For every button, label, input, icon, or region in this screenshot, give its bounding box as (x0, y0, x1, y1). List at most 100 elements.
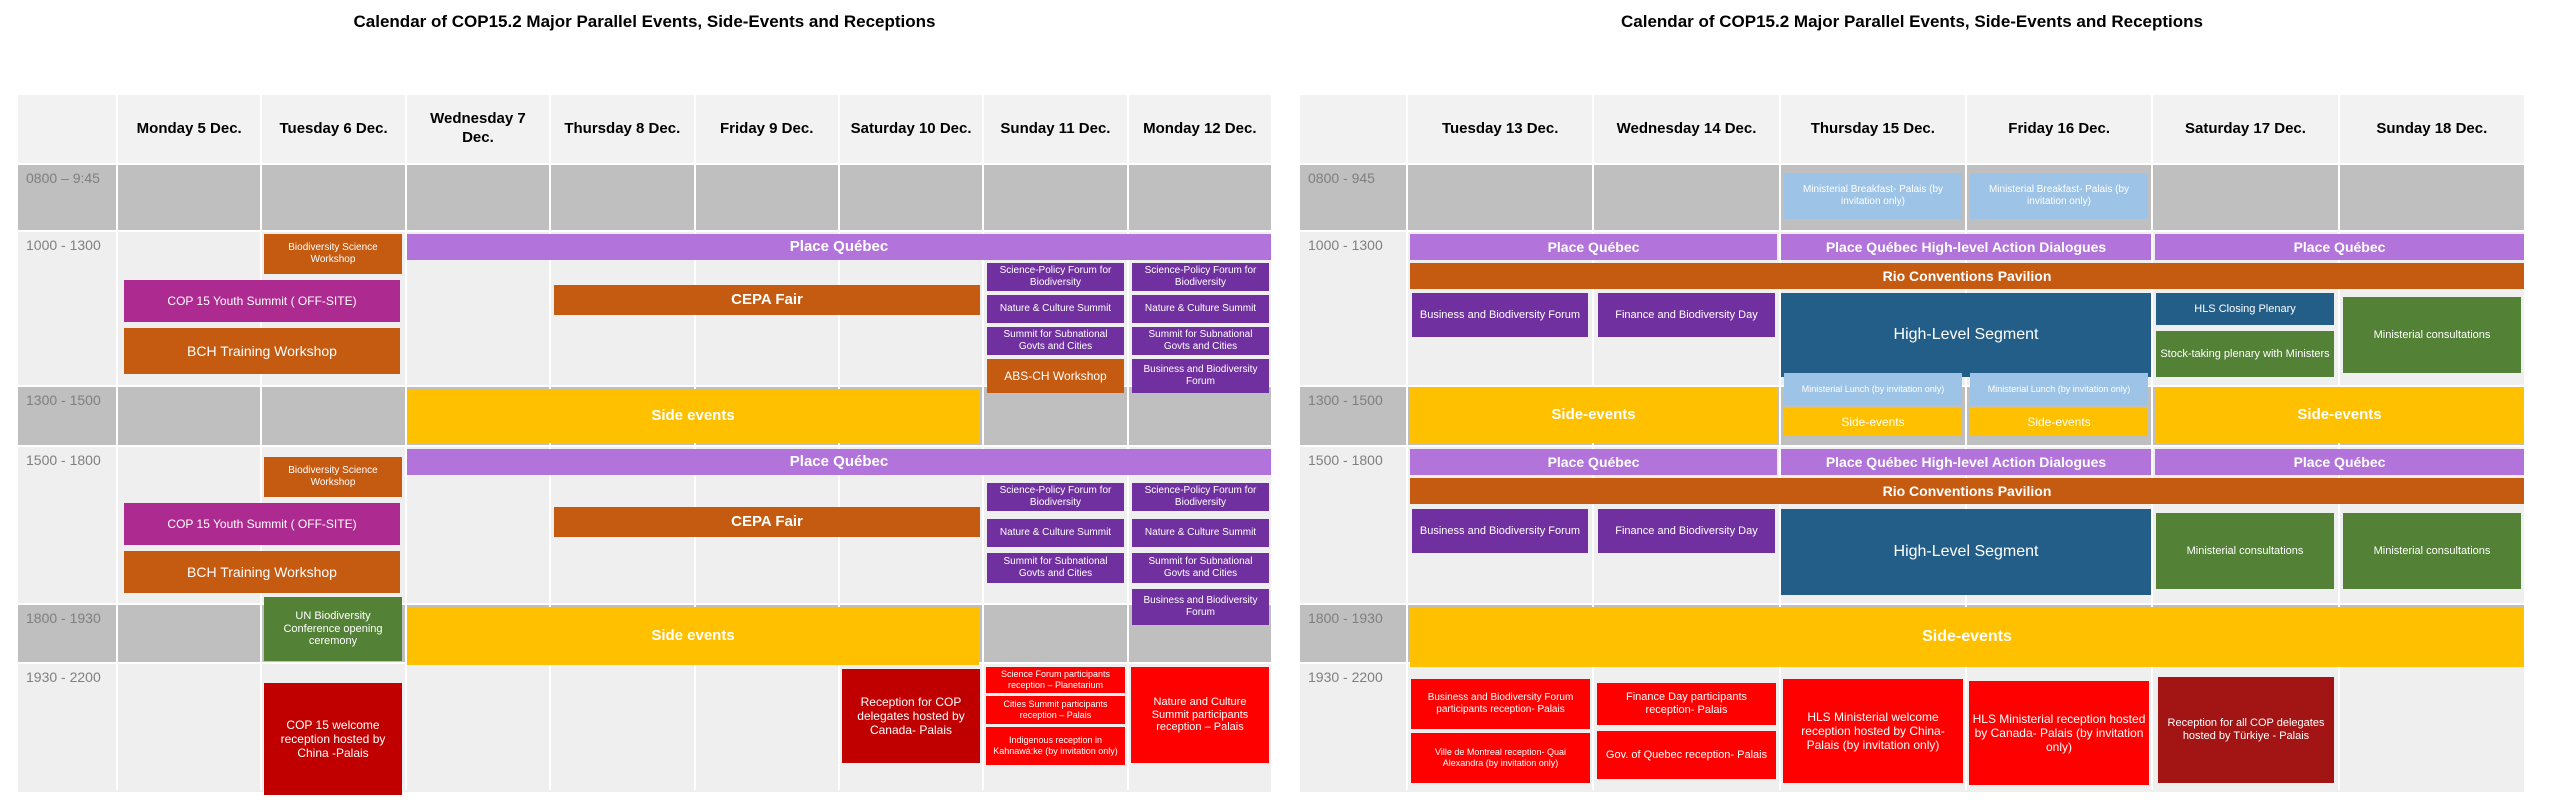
event-china-welcome-reception: COP 15 welcome reception hosted by China… (264, 683, 402, 795)
time-row: 0800 – 9:45 (18, 165, 1271, 230)
time-label: 0800 – 9:45 (26, 170, 100, 186)
event-subnational-summit: Summit for Subnational Govts and Cities (987, 553, 1124, 583)
day-header: Saturday 17 Dec. (2153, 95, 2338, 163)
corner-cell (18, 95, 116, 163)
left-header-row: Monday 5 Dec. Tuesday 6 Dec. Wednesday 7… (18, 95, 1271, 163)
column-divider (116, 165, 118, 790)
time-label: 1930 - 2200 (26, 669, 101, 685)
event-side-events: Side-events (1410, 387, 1777, 443)
event-ministerial-consultations: Ministerial consultations (2156, 513, 2334, 589)
event-rio-conventions-pavilion: Rio Conventions Pavilion (1410, 478, 2524, 504)
left-events-overlay: Place Québec Biodiversity Science Worksh… (18, 95, 1271, 795)
day-header: Saturday 10 Dec. (839, 95, 983, 163)
event-nature-culture-summit: Nature & Culture Summit (1132, 519, 1269, 547)
right-events-overlay: Ministerial Breakfast- Palais (by invita… (1300, 95, 2524, 790)
time-label: 0800 - 945 (1308, 170, 1375, 186)
event-ministerial-lunch: Ministerial Lunch (by invitation only) (1784, 373, 1962, 405)
event-rio-conventions-pavilion: Rio Conventions Pavilion (1410, 263, 2524, 289)
day-header: Friday 16 Dec. (1966, 95, 2152, 163)
event-nature-culture-summit: Nature & Culture Summit (1132, 295, 1269, 323)
left-calendar-table: Monday 5 Dec. Tuesday 6 Dec. Wednesday 7… (18, 95, 1271, 795)
event-nature-culture-summit: Nature & Culture Summit (987, 519, 1124, 547)
column-divider (1965, 165, 1967, 790)
event-side-events: Side-events (1410, 607, 2524, 667)
event-finance-day-reception: Finance Day participants reception- Pala… (1597, 683, 1776, 725)
event-ministerial-consultations: Ministerial consultations (2343, 297, 2521, 373)
column-divider (1779, 165, 1781, 790)
event-side-events: Side-events (2155, 387, 2524, 443)
event-hls-china-reception: HLS Ministerial welcome reception hosted… (1783, 679, 1963, 783)
event-pq-high-level-dialogues: Place Québec High-level Action Dialogues (1781, 449, 2151, 475)
event-finance-biodiversity-day: Finance and Biodiversity Day (1598, 293, 1775, 337)
day-header: Thursday 8 Dec. (551, 95, 694, 163)
day-header: Monday 5 Dec. (118, 95, 261, 163)
event-biodiversity-science-workshop: Biodiversity Science Workshop (264, 457, 402, 497)
event-cepa-fair: CEPA Fair (554, 285, 980, 315)
column-divider (549, 165, 551, 790)
column-divider (1406, 165, 1408, 790)
day-header: Tuesday 13 Dec. (1408, 95, 1593, 163)
event-place-quebec: Place Québec (407, 234, 1271, 260)
event-biodiversity-science-workshop: Biodiversity Science Workshop (264, 234, 402, 274)
event-science-policy-forum: Science-Policy Forum for Biodiversity (1132, 263, 1269, 291)
event-side-events: Side events (407, 607, 979, 665)
column-divider (260, 165, 262, 790)
time-label: 1500 - 1800 (1308, 452, 1383, 468)
column-divider (694, 165, 696, 790)
right-calendar-title: Calendar of COP15.2 Major Parallel Event… (1621, 12, 2203, 31)
event-high-level-segment: High-Level Segment (1781, 293, 2151, 377)
time-label: 1000 - 1300 (26, 237, 101, 253)
day-header: Monday 12 Dec. (1128, 95, 1271, 163)
event-side-events: Side-events (1970, 408, 2148, 436)
event-side-events: Side events (407, 389, 979, 443)
event-abs-ch-workshop: ABS-CH Workshop (987, 359, 1124, 393)
event-nature-culture-reception: Nature and Culture Summit participants r… (1131, 667, 1269, 763)
time-label: 1500 - 1800 (26, 452, 101, 468)
event-subnational-summit: Summit for Subnational Govts and Cities (987, 327, 1124, 355)
time-label: 1000 - 1300 (1308, 237, 1383, 253)
time-label: 1300 - 1500 (26, 392, 101, 408)
event-place-quebec: Place Québec (2155, 234, 2524, 260)
event-cities-summit-reception: Cities Summit participants reception – P… (986, 696, 1125, 724)
time-label: 1300 - 1500 (1308, 392, 1383, 408)
event-science-policy-forum: Science-Policy Forum for Biodiversity (987, 263, 1124, 291)
column-divider (982, 165, 984, 790)
right-header-row: Tuesday 13 Dec. Wednesday 14 Dec. Thursd… (1300, 95, 2524, 163)
event-hls-closing-plenary: HLS Closing Plenary (2156, 293, 2334, 325)
day-header: Sunday 11 Dec. (984, 95, 1127, 163)
event-finance-biodiversity-day: Finance and Biodiversity Day (1598, 509, 1775, 553)
left-calendar-title: Calendar of COP15.2 Major Parallel Event… (353, 12, 936, 31)
event-science-policy-forum: Science-Policy Forum for Biodiversity (987, 483, 1124, 511)
corner-cell (1300, 95, 1406, 163)
day-header: Tuesday 6 Dec. (262, 95, 405, 163)
event-bbf-reception: Business and Biodiversity Forum particip… (1411, 679, 1590, 729)
day-header: Wednesday 14 Dec. (1594, 95, 1779, 163)
event-gov-quebec-reception: Gov. of Quebec reception- Palais (1597, 731, 1776, 779)
event-turkiye-reception: Reception for all COP delegates hosted b… (2158, 677, 2334, 783)
event-ministerial-breakfast: Ministerial Breakfast- Palais (by invita… (1970, 173, 2148, 219)
event-place-quebec: Place Québec (1410, 449, 1777, 475)
event-bch-training-workshop: BCH Training Workshop (124, 328, 400, 374)
event-cop15-youth-summit: COP 15 Youth Summit ( OFF-SITE) (124, 280, 400, 322)
time-label: 1930 - 2200 (1308, 669, 1383, 685)
event-stocktaking-plenary: Stock-taking plenary with Ministers (2156, 331, 2334, 377)
event-nature-culture-summit: Nature & Culture Summit (987, 295, 1124, 323)
event-ministerial-consultations: Ministerial consultations (2343, 513, 2521, 589)
event-high-level-segment: High-Level Segment (1781, 509, 2151, 595)
event-ministerial-breakfast: Ministerial Breakfast- Palais (by invita… (1784, 173, 1962, 219)
right-calendar-table: Tuesday 13 Dec. Wednesday 14 Dec. Thursd… (1300, 95, 2524, 792)
event-opening-ceremony: UN Biodiversity Conference opening cerem… (264, 597, 402, 661)
event-pq-high-level-dialogues: Place Québec High-level Action Dialogues (1781, 234, 2151, 260)
event-business-biodiversity-forum: Business and Biodiversity Forum (1412, 509, 1588, 553)
day-header: Sunday 18 Dec. (2339, 95, 2524, 163)
day-header: Thursday 15 Dec. (1780, 95, 1965, 163)
event-cop15-youth-summit: COP 15 Youth Summit ( OFF-SITE) (124, 503, 400, 545)
event-business-biodiversity-forum: Business and Biodiversity Forum (1132, 589, 1269, 625)
column-divider (2338, 165, 2340, 790)
day-header: Wednesday 7 Dec. (406, 95, 550, 163)
event-place-quebec: Place Québec (1410, 234, 1777, 260)
event-indigenous-reception: Indigenous reception in Kahnawá:ke (by i… (986, 727, 1125, 765)
event-montreal-reception: Ville de Montreal reception- Quai Alexan… (1411, 733, 1590, 783)
event-subnational-summit: Summit for Subnational Govts and Cities (1132, 553, 1269, 583)
